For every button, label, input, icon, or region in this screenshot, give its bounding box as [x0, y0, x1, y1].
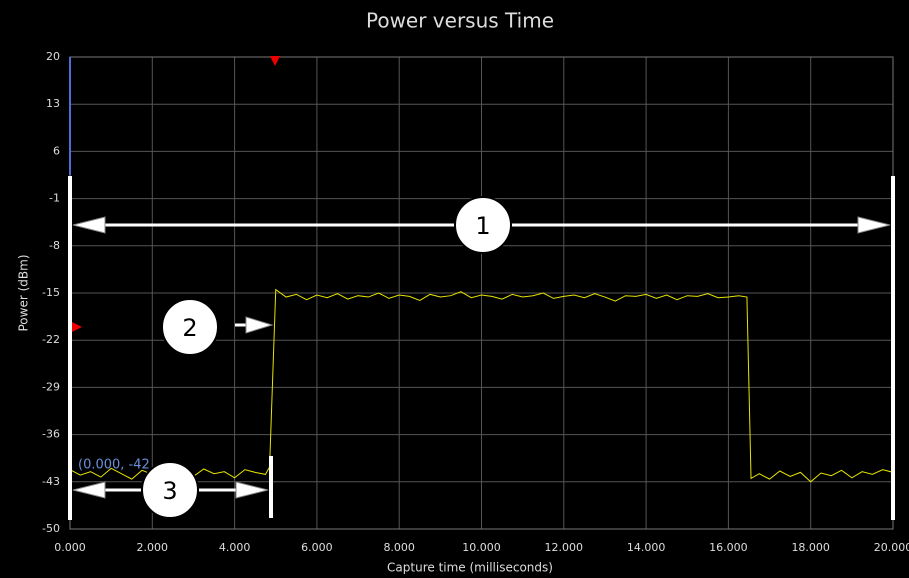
x-tick-label: 10.000 — [462, 541, 501, 554]
callout-label: 3 — [162, 477, 177, 505]
callouts — [68, 176, 895, 520]
y-axis-label: Power (dBm) — [17, 255, 31, 332]
marker — [72, 322, 82, 332]
y-tick-label: 20 — [46, 50, 60, 63]
y-tick-label: 13 — [46, 97, 60, 110]
x-tick-label: 20.000 — [874, 541, 909, 554]
x-tick-label: 4.000 — [219, 541, 251, 554]
x-tick-label: 16.000 — [709, 541, 748, 554]
x-axis-label: Capture time (milliseconds) — [387, 561, 553, 575]
arrowhead — [72, 216, 106, 234]
callout-circle — [161, 298, 219, 356]
x-tick-label: 8.000 — [383, 541, 415, 554]
marker — [270, 56, 280, 66]
series-line — [69, 288, 894, 483]
y-tick-label: -43 — [42, 475, 60, 488]
y-tick-label: -1 — [49, 192, 60, 205]
y-tick-label: -36 — [42, 428, 60, 441]
y-tick-label: -50 — [42, 522, 60, 535]
x-tick-label: 18.000 — [791, 541, 830, 554]
callout-label: 2 — [182, 314, 197, 342]
x-tick-label: 2.000 — [137, 541, 169, 554]
arrowhead — [72, 481, 106, 499]
y-tick-label: -8 — [49, 239, 60, 252]
cursor-readout: (0.000, -42 — [78, 458, 150, 473]
y-tick-label: -29 — [42, 380, 60, 393]
x-tick-label: 12.000 — [545, 541, 584, 554]
callout-circle — [454, 196, 512, 254]
arrowhead — [857, 216, 891, 234]
callout-circle — [141, 461, 199, 519]
y-tick-label: 6 — [53, 144, 60, 157]
callout-label: 1 — [475, 212, 490, 240]
x-tick-label: 14.000 — [627, 541, 666, 554]
y-tick-label: -15 — [42, 286, 60, 299]
chart-title: Power versus Time — [366, 9, 554, 33]
y-tick-label: -22 — [42, 333, 60, 346]
x-tick-label: 6.000 — [301, 541, 333, 554]
x-tick-label: 0.000 — [54, 541, 86, 554]
arrowhead — [235, 481, 269, 499]
arrowhead — [245, 316, 274, 334]
